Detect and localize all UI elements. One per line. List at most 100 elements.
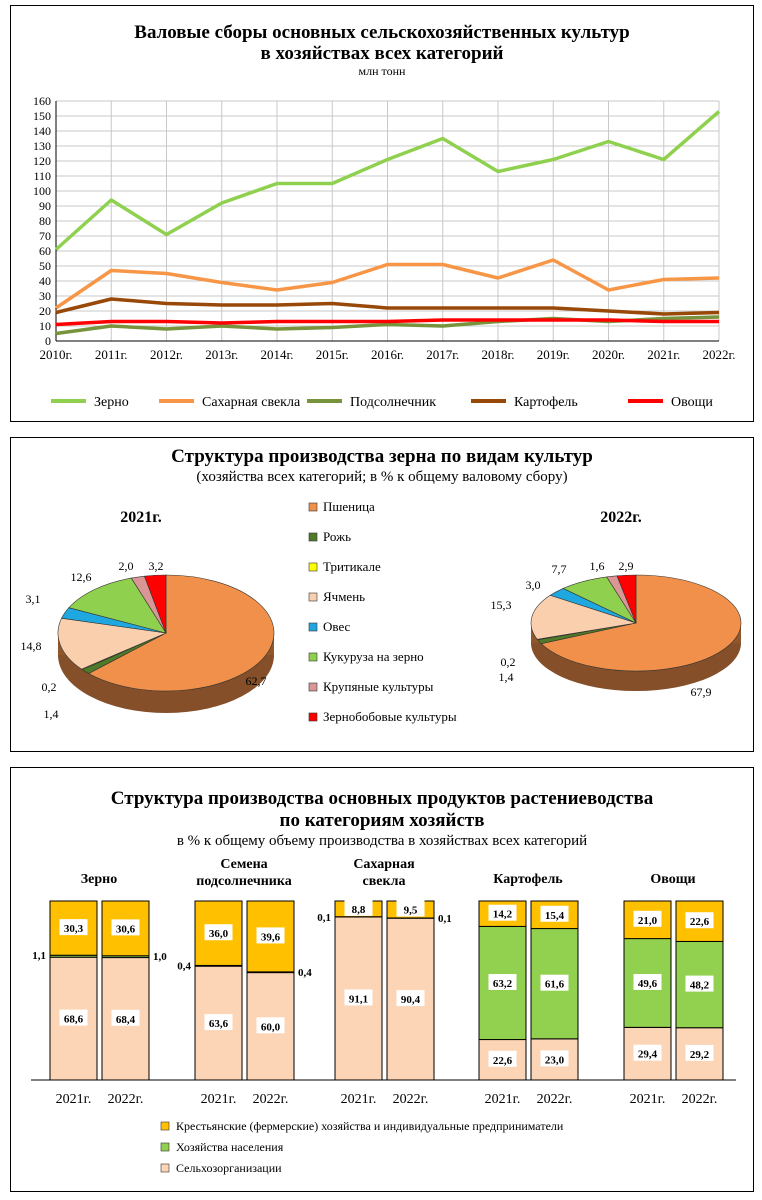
bar-data-label: 0,1 (317, 912, 331, 924)
pie-data-label: 3,0 (526, 578, 541, 592)
bar-data-label: 21,0 (638, 915, 658, 927)
x-tick-label: 2018г. (481, 347, 514, 362)
legend-label: Сахарная свекла (202, 395, 301, 410)
group-label: свекла (363, 874, 406, 889)
bar-data-label: 30,6 (116, 923, 136, 935)
y-tick-label: 150 (33, 109, 51, 123)
bar-data-label: 15,4 (545, 910, 565, 922)
bar-data-label: 1,1 (32, 950, 46, 962)
bar-data-label: 68,4 (116, 1014, 136, 1026)
x-tick-label: 2021г. (201, 1092, 237, 1107)
pie-slice-Зернобобовые культуры (616, 574, 637, 624)
legend-label: Овес (323, 619, 351, 634)
bar-data-label: 68,6 (64, 1014, 84, 1026)
series-line-3 (55, 297, 720, 316)
y-tick-label: 160 (33, 94, 51, 108)
bar-data-label: 91,1 (349, 993, 368, 1005)
pie-data-label: 2,9 (619, 559, 634, 573)
legend-swatch (308, 502, 318, 512)
x-tick-label: 2022г. (393, 1092, 429, 1107)
pie-chart-panel: Структура производства зерна по видам ку… (10, 437, 754, 752)
line-chart-panel: Валовые сборы основных сельскохозяйствен… (10, 5, 754, 422)
bar-data-label: 29,2 (690, 1049, 710, 1061)
pie-slice-Зернобобовые культуры (144, 574, 167, 634)
legend-label: Пшеница (323, 499, 375, 514)
group-label: Семена (220, 857, 267, 872)
legend-label: Крупяные культуры (323, 679, 434, 694)
y-tick-label: 30 (39, 289, 51, 303)
bar-data-label: 23,0 (545, 1054, 565, 1066)
data-label-bg (488, 904, 517, 921)
series-line-0 (54, 110, 721, 251)
bar-data-label: 48,2 (690, 980, 710, 992)
bar-data-label: 0,4 (177, 960, 191, 972)
x-tick-label: 2021г. (56, 1092, 92, 1107)
x-tick-label: 2022г. (537, 1092, 573, 1107)
series-line-4 (55, 318, 719, 327)
pie-data-label: 67,9 (691, 685, 712, 699)
x-tick-label: 2022г. (108, 1092, 144, 1107)
legend-label: Кукуруза на зерно (323, 649, 424, 664)
bar-chart-title-2: по категориям хозяйств (279, 810, 485, 831)
group-label: Зерно (81, 872, 117, 887)
y-tick-label: 120 (33, 154, 51, 168)
x-tick-label: 2012г. (150, 347, 183, 362)
bar-data-label: 61,6 (545, 979, 565, 991)
legend-swatch (308, 592, 318, 602)
legend-label: Хозяйства населения (176, 1140, 284, 1154)
data-label-bg (111, 919, 140, 936)
series-line-1 (55, 258, 720, 310)
data-label-bg (540, 1050, 569, 1067)
x-tick-label: 2017г. (426, 347, 459, 362)
data-label-bg (396, 990, 425, 1007)
legend-label: Сельхозорганизации (176, 1161, 282, 1175)
pie-year-title: 2021г. (120, 509, 161, 526)
bar-data-label: 63,6 (209, 1018, 229, 1030)
data-label-bg (685, 975, 714, 992)
bar-data-label: 1,0 (153, 951, 167, 963)
pie-data-label: 2,0 (119, 559, 134, 573)
bar-data-label: 8,8 (352, 904, 366, 916)
data-label-bg (256, 1017, 285, 1034)
legend-swatch (160, 1142, 170, 1152)
legend-label: Тритикале (323, 559, 381, 574)
pie-data-label: 7,7 (552, 562, 567, 576)
x-tick-label: 2020г. (592, 347, 625, 362)
bar-data-label: 63,2 (493, 978, 513, 990)
y-tick-label: 40 (39, 274, 51, 288)
legend-swatch (308, 712, 318, 722)
legend-label: Зерно (94, 395, 129, 410)
pie-chart-title: Структура производства зерна по видам ку… (171, 446, 593, 467)
data-label-bg (204, 924, 233, 941)
x-tick-label: 2013г. (205, 347, 238, 362)
legend-label: Рожь (323, 529, 351, 544)
y-tick-label: 100 (33, 184, 51, 198)
data-label-bg (344, 989, 373, 1006)
line-chart-subtitle: млн тонн (358, 64, 406, 78)
legend-swatch (308, 562, 318, 572)
data-label-bg (488, 973, 517, 990)
data-label-bg (59, 1009, 88, 1026)
data-label-bg (488, 1050, 517, 1067)
x-tick-label: 2021г. (341, 1092, 377, 1107)
pie-slice-Пшеница (540, 574, 742, 672)
pie-data-label: 3,1 (26, 592, 41, 606)
pie-data-label: 0,2 (42, 680, 57, 694)
data-label-bg (685, 912, 714, 929)
line-chart-title-1: Валовые сборы основных сельскохозяйствен… (134, 22, 630, 43)
bar-data-label: 0,4 (298, 967, 312, 979)
pie-slice-Пшеница (88, 574, 275, 692)
x-tick-label: 2011г. (95, 347, 128, 362)
bar-data-label: 22,6 (690, 916, 710, 928)
data-label-bg (633, 973, 662, 990)
pie-data-label: 62,7 (246, 674, 267, 688)
legend-swatch (308, 532, 318, 542)
bar-chart-subtitle: в % к общему объему производства в хозяй… (176, 833, 588, 849)
bar-data-label: 22,6 (493, 1055, 513, 1067)
data-label-bg (111, 1009, 140, 1026)
data-label-bg (256, 927, 285, 944)
pie-data-label: 1,4 (44, 707, 59, 721)
legend-swatch (160, 1121, 170, 1131)
legend-label: Картофель (514, 395, 578, 410)
legend-label: Крестьянские (фермерские) хозяйства и ин… (176, 1119, 564, 1133)
